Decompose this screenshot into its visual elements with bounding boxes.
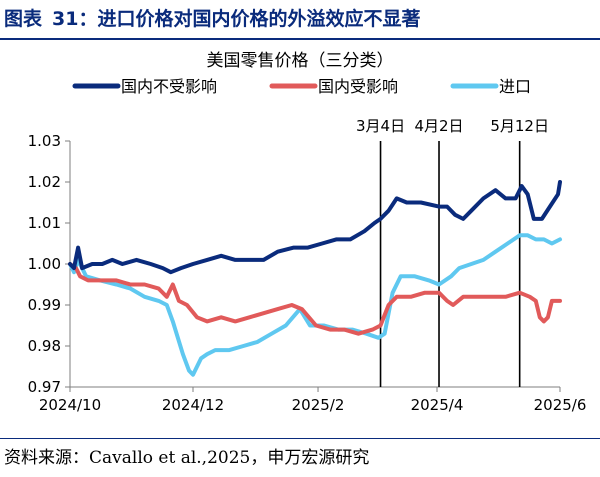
figure-label: 图表 bbox=[4, 8, 43, 30]
figure-number: 31： bbox=[52, 8, 98, 30]
x-tick-label: 2025/6 bbox=[534, 396, 587, 414]
series-line bbox=[68, 233, 562, 377]
source-citation: Cavallo et al.,2025， bbox=[89, 448, 268, 468]
y-tick-label: 0.97 bbox=[28, 378, 61, 396]
y-tick-label: 0.98 bbox=[28, 337, 61, 355]
y-tick-label: 0.99 bbox=[28, 296, 61, 314]
legend-label: 进口 bbox=[499, 77, 531, 96]
series-line bbox=[68, 180, 562, 275]
x-tick-label: 2025/2 bbox=[292, 396, 345, 414]
source-prefix: 资料来源： bbox=[4, 448, 89, 468]
x-tick-label: 2024/12 bbox=[162, 396, 224, 414]
series-line bbox=[68, 262, 562, 336]
source-org: 申万宏源研究 bbox=[267, 448, 370, 468]
source-rule bbox=[0, 438, 600, 439]
y-tick-label: 1.01 bbox=[28, 214, 61, 232]
legend-label: 国内不受影响 bbox=[121, 77, 217, 96]
legend-label: 国内受影响 bbox=[318, 77, 398, 96]
event-label: 3月4日 bbox=[356, 117, 405, 135]
x-tick-label: 2025/4 bbox=[411, 396, 464, 414]
source-note: 资料来源：Cavallo et al.,2025，申万宏源研究 bbox=[4, 443, 369, 468]
figure-heading: 进口价格对国内价格的外溢效应不显著 bbox=[97, 8, 421, 30]
y-tick-label: 1.03 bbox=[28, 132, 61, 150]
event-label: 5月12日 bbox=[490, 117, 549, 135]
y-tick-label: 1.02 bbox=[28, 173, 61, 191]
title-rule bbox=[0, 38, 600, 40]
event-label: 4月2日 bbox=[414, 117, 463, 135]
x-tick-label: 2024/10 bbox=[39, 396, 101, 414]
figure-title: 图表 31：进口价格对国内价格的外溢效应不显著 bbox=[0, 0, 600, 38]
chart-title: 美国零售价格（三分类） bbox=[207, 51, 394, 71]
chart: 美国零售价格（三分类） 国内不受影响 国内受影响 进口 0.97 0.98 0.99 1.00… bbox=[28, 51, 587, 414]
y-tick-label: 1.00 bbox=[28, 255, 61, 273]
